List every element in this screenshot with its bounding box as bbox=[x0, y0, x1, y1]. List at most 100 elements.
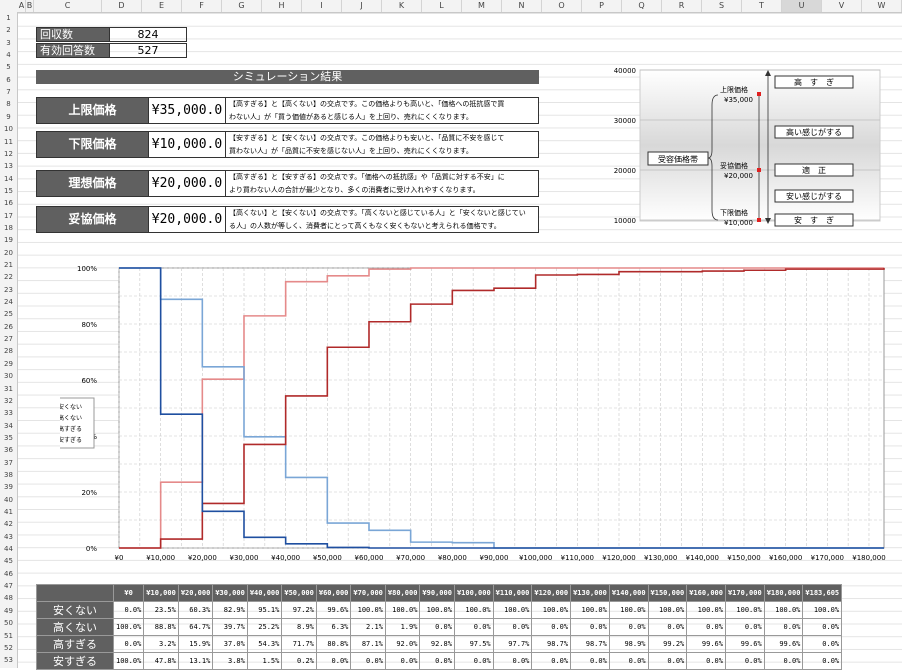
column-header-c[interactable]: C bbox=[34, 0, 102, 12]
table-cell[interactable]: 98.7% bbox=[531, 635, 572, 653]
row-header-49[interactable]: 49 bbox=[4, 606, 13, 615]
row-header-51[interactable]: 51 bbox=[4, 631, 13, 640]
row-header-18[interactable]: 18 bbox=[4, 223, 13, 232]
row-header-34[interactable]: 34 bbox=[4, 421, 13, 430]
table-header-cell[interactable]: ¥120,000 bbox=[531, 584, 572, 602]
table-cell[interactable]: 100.0% bbox=[570, 601, 610, 619]
table-cell[interactable]: 0.0% bbox=[570, 618, 610, 636]
table-cell[interactable]: 6.3% bbox=[315, 618, 352, 636]
table-cell[interactable]: 80.8% bbox=[315, 635, 352, 653]
table-cell[interactable]: 47.8% bbox=[143, 652, 179, 670]
row-header-19[interactable]: 19 bbox=[4, 236, 13, 245]
table-cell[interactable]: 0.0% bbox=[647, 652, 688, 670]
row-header-52[interactable]: 52 bbox=[4, 643, 13, 652]
column-header-q[interactable]: Q bbox=[622, 0, 662, 12]
table-header-cell[interactable]: ¥50,000 bbox=[281, 584, 317, 602]
table-cell[interactable]: 1.5% bbox=[246, 652, 283, 670]
row-header-24[interactable]: 24 bbox=[4, 298, 13, 307]
table-cell[interactable]: 100.0% bbox=[724, 601, 765, 619]
row-header-10[interactable]: 10 bbox=[4, 125, 13, 134]
table-cell[interactable]: 0.0% bbox=[724, 618, 765, 636]
table-header-cell[interactable]: ¥110,000 bbox=[492, 584, 533, 602]
row-header-53[interactable]: 53 bbox=[4, 656, 13, 665]
table-cell[interactable]: 100.0% bbox=[350, 601, 386, 619]
table-cell[interactable]: 0.0% bbox=[647, 618, 688, 636]
row-header-43[interactable]: 43 bbox=[4, 532, 13, 541]
table-cell[interactable]: 100.0% bbox=[112, 652, 145, 670]
table-cell[interactable]: 0.0% bbox=[531, 618, 572, 636]
table-cell[interactable]: 98.9% bbox=[608, 635, 649, 653]
row-header-9[interactable]: 9 bbox=[6, 112, 11, 121]
table-cell[interactable]: 64.7% bbox=[177, 618, 214, 636]
valid-value[interactable]: 527 bbox=[109, 43, 187, 58]
table-header-cell[interactable]: ¥130,000 bbox=[570, 584, 610, 602]
result-value[interactable]: ¥20,000.0 bbox=[148, 170, 226, 197]
table-header-cell[interactable]: ¥100,000 bbox=[453, 584, 494, 602]
column-header-t[interactable]: T bbox=[742, 0, 782, 12]
table-cell[interactable]: 0.0% bbox=[112, 601, 145, 619]
row-header-29[interactable]: 29 bbox=[4, 359, 13, 368]
collected-value[interactable]: 824 bbox=[109, 27, 187, 42]
column-header-o[interactable]: O bbox=[542, 0, 582, 12]
table-header-cell[interactable]: ¥40,000 bbox=[246, 584, 283, 602]
column-header-h[interactable]: H bbox=[262, 0, 302, 12]
table-cell[interactable]: 60.3% bbox=[177, 601, 214, 619]
table-cell[interactable]: 0.0% bbox=[112, 635, 145, 653]
table-cell[interactable]: 0.0% bbox=[419, 618, 455, 636]
table-cell[interactable]: 0.0% bbox=[419, 652, 455, 670]
table-header-cell[interactable]: ¥170,000 bbox=[724, 584, 765, 602]
row-header-33[interactable]: 33 bbox=[4, 409, 13, 418]
column-header-p[interactable]: P bbox=[582, 0, 622, 12]
column-header-f[interactable]: F bbox=[182, 0, 222, 12]
table-cell[interactable]: 87.1% bbox=[350, 635, 386, 653]
row-header-37[interactable]: 37 bbox=[4, 458, 13, 467]
table-cell[interactable]: 0.0% bbox=[802, 652, 843, 670]
table-cell[interactable]: 23.5% bbox=[143, 601, 179, 619]
column-header-m[interactable]: M bbox=[462, 0, 502, 12]
table-cell[interactable]: 3.2% bbox=[143, 635, 179, 653]
psm-line-chart[interactable]: 100%80%60%40%20%0%¥0¥10,000¥20,000¥30,00… bbox=[60, 258, 895, 568]
table-cell[interactable]: 95.1% bbox=[246, 601, 283, 619]
table-cell[interactable]: 0.0% bbox=[802, 618, 843, 636]
table-header-cell[interactable]: ¥160,000 bbox=[686, 584, 726, 602]
table-header-cell[interactable]: ¥60,000 bbox=[315, 584, 352, 602]
table-cell[interactable]: 88.8% bbox=[143, 618, 179, 636]
table-cell[interactable]: 100.0% bbox=[419, 601, 455, 619]
table-header-cell[interactable]: ¥140,000 bbox=[608, 584, 649, 602]
table-cell[interactable]: 0.0% bbox=[763, 618, 804, 636]
table-header-cell[interactable]: ¥180,000 bbox=[763, 584, 804, 602]
table-cell[interactable]: 0.0% bbox=[608, 618, 649, 636]
table-cell[interactable]: 0.0% bbox=[570, 652, 610, 670]
row-header-41[interactable]: 41 bbox=[4, 508, 13, 516]
row-header-22[interactable]: 22 bbox=[4, 273, 13, 282]
row-header-13[interactable]: 13 bbox=[4, 162, 13, 171]
row-header-38[interactable]: 38 bbox=[4, 470, 13, 479]
row-header-40[interactable]: 40 bbox=[4, 495, 13, 504]
table-cell[interactable]: 1.9% bbox=[384, 618, 421, 636]
table-cell[interactable]: 99.6% bbox=[686, 635, 726, 653]
table-cell[interactable]: 99.2% bbox=[647, 635, 688, 653]
row-header-42[interactable]: 42 bbox=[4, 520, 13, 529]
row-header-36[interactable]: 36 bbox=[4, 446, 13, 455]
table-cell[interactable]: 0.0% bbox=[686, 618, 726, 636]
table-cell[interactable]: 0.0% bbox=[531, 652, 572, 670]
table-header-cell[interactable]: ¥80,000 bbox=[384, 584, 421, 602]
table-header-cell[interactable]: ¥30,000 bbox=[212, 584, 248, 602]
row-header-7[interactable]: 7 bbox=[6, 88, 11, 97]
table-cell[interactable]: 0.0% bbox=[763, 652, 804, 670]
column-header-l[interactable]: L bbox=[422, 0, 462, 12]
table-header-cell[interactable]: ¥70,000 bbox=[350, 584, 386, 602]
row-header-4[interactable]: 4 bbox=[6, 51, 11, 60]
row-header-39[interactable]: 39 bbox=[4, 483, 13, 492]
table-cell[interactable]: 92.0% bbox=[384, 635, 421, 653]
column-header-n[interactable]: N bbox=[502, 0, 542, 12]
row-header-5[interactable]: 5 bbox=[6, 63, 11, 72]
row-header-15[interactable]: 15 bbox=[4, 186, 13, 195]
row-header-8[interactable]: 8 bbox=[6, 100, 11, 109]
row-header-14[interactable]: 14 bbox=[4, 174, 13, 183]
column-header-d[interactable]: D bbox=[102, 0, 142, 12]
table-cell[interactable]: 0.0% bbox=[350, 652, 386, 670]
table-header-cell[interactable]: ¥20,000 bbox=[177, 584, 214, 602]
table-cell[interactable]: 99.6% bbox=[763, 635, 804, 653]
result-value[interactable]: ¥35,000.0 bbox=[148, 97, 226, 124]
